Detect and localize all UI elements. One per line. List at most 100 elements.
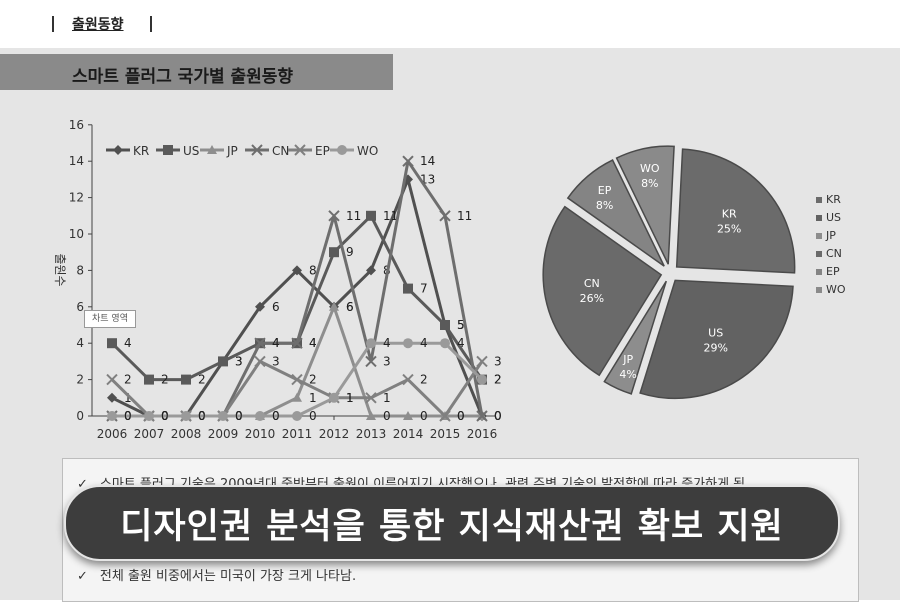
data-point <box>402 373 414 386</box>
data-label: 0 <box>494 409 502 423</box>
data-point <box>329 301 339 311</box>
series-wo: 0 0 0 0 0 0 1 4 4 4 2 <box>107 336 502 423</box>
x-tick-label: 2006 <box>97 427 128 441</box>
legend-swatch <box>816 251 822 257</box>
data-point <box>476 410 488 422</box>
data-label: 8 <box>309 263 317 277</box>
data-point <box>439 210 451 222</box>
y-tick-label: 14 <box>69 154 84 168</box>
data-label: 1 <box>124 391 132 405</box>
data-label: 1 <box>346 391 354 405</box>
data-label: 0 <box>198 409 206 423</box>
y-tick-label: 16 <box>69 118 84 132</box>
data-label: 0 <box>457 409 465 423</box>
x-tick-label: 2012 <box>319 427 350 441</box>
legend-label: US <box>183 144 199 158</box>
data-label: 2 <box>494 373 502 387</box>
data-point <box>329 247 339 258</box>
x-tick-label: 2008 <box>171 427 202 441</box>
data-point <box>328 210 340 222</box>
x-tick-label: 2016 <box>467 427 498 441</box>
data-label: 4 <box>457 336 465 350</box>
data-point <box>439 410 451 422</box>
y-tick-label: 4 <box>76 336 84 350</box>
note-item-2: ✓ 전체 출원 비중에서는 미국이 가장 크게 나타남. <box>77 565 356 584</box>
x-tick-label: 2009 <box>208 427 239 441</box>
data-label: 0 <box>235 409 243 423</box>
data-point <box>403 338 413 349</box>
divider-right <box>150 16 152 32</box>
data-point <box>107 411 117 421</box>
data-label: 4 <box>309 336 317 350</box>
data-point <box>365 355 377 368</box>
pie-percent: 25% <box>717 222 741 235</box>
data-label: 2 <box>494 373 502 387</box>
data-label: 3 <box>235 354 243 368</box>
data-point <box>402 155 414 167</box>
legend-label: CN <box>826 247 842 260</box>
pie-label: US <box>708 326 723 339</box>
data-label: 11 <box>346 209 361 223</box>
data-point <box>292 392 302 402</box>
banner-title: 스마트 플러그 국가별 출원동향 <box>72 67 294 87</box>
data-label: 1 <box>309 391 317 405</box>
data-label: 6 <box>346 300 354 314</box>
data-label: 3 <box>272 354 280 368</box>
data-point <box>329 392 339 403</box>
data-point <box>403 283 413 294</box>
data-point <box>365 392 377 404</box>
divider-left <box>52 16 54 32</box>
data-point <box>366 411 376 420</box>
data-label: 6 <box>346 300 354 314</box>
data-label: 4 <box>309 336 317 350</box>
data-point <box>403 411 413 420</box>
data-point <box>292 411 302 421</box>
data-point <box>107 338 117 349</box>
data-point <box>255 301 265 312</box>
data-point <box>218 356 228 367</box>
legend-marker <box>163 145 173 155</box>
data-label: 2 <box>420 373 428 387</box>
legend-swatch <box>816 215 822 221</box>
legend-label: KR <box>133 144 149 158</box>
data-label: 4 <box>420 336 428 350</box>
data-label: 0 <box>124 409 132 423</box>
y-tick-label: 6 <box>76 300 84 314</box>
notes-box: ✓스마트 플러그 기술은 2009년대 중반부터 출원이 이루어지기 시작했으나… <box>62 458 859 602</box>
data-point <box>366 338 376 349</box>
pie-percent: 29% <box>703 341 727 354</box>
data-label: 0 <box>494 409 502 423</box>
data-label: 9 <box>346 245 354 259</box>
series-line-us <box>110 214 484 382</box>
chart-area-tooltip: 차트 영역 <box>84 310 136 328</box>
data-label: 4 <box>272 336 280 350</box>
y-tick-label: 2 <box>76 373 84 387</box>
overlay-banner: 디자인권 분석을 통한 지식재산권 확보 지원 <box>64 485 840 561</box>
data-label: 0 <box>161 409 169 423</box>
y-axis-label: 출원수 <box>53 253 67 286</box>
x-tick-label: 2014 <box>393 427 424 441</box>
section-title: 출원동향 <box>72 17 124 33</box>
pie-label: KR <box>722 207 737 220</box>
data-point <box>440 320 450 330</box>
y-tick-label: 0 <box>76 409 84 423</box>
legend-label: CN <box>272 144 289 158</box>
data-point <box>106 373 118 386</box>
pie-label: WO <box>640 162 660 175</box>
x-tick-label: 2013 <box>356 427 387 441</box>
legend-marker <box>113 145 123 155</box>
series-line-ep <box>110 359 484 418</box>
data-point <box>254 355 266 368</box>
pie-slice-wo <box>615 145 675 265</box>
pie-slice-ep <box>566 159 665 267</box>
overlay-title: 디자인권 분석을 통한 지식재산권 확보 지원 <box>120 506 784 547</box>
data-label: 2 <box>198 373 206 387</box>
data-label: 3 <box>383 354 391 368</box>
legend-label: KR <box>826 193 841 206</box>
data-point <box>291 337 303 349</box>
data-label: 3 <box>494 354 502 368</box>
data-point <box>366 265 376 276</box>
legend-swatch <box>816 197 822 203</box>
x-tick-label: 2010 <box>245 427 276 441</box>
